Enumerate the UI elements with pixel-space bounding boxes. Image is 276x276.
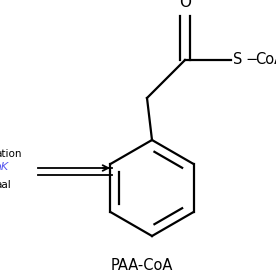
Text: −: − [245,52,257,68]
Text: PAA-CoA: PAA-CoA [111,258,173,273]
Text: CoA: CoA [255,52,276,68]
Text: aK: aK [0,162,9,172]
Text: ation: ation [0,149,22,159]
Text: S: S [233,52,242,68]
Text: aal: aal [0,180,11,190]
Text: O: O [179,0,191,10]
